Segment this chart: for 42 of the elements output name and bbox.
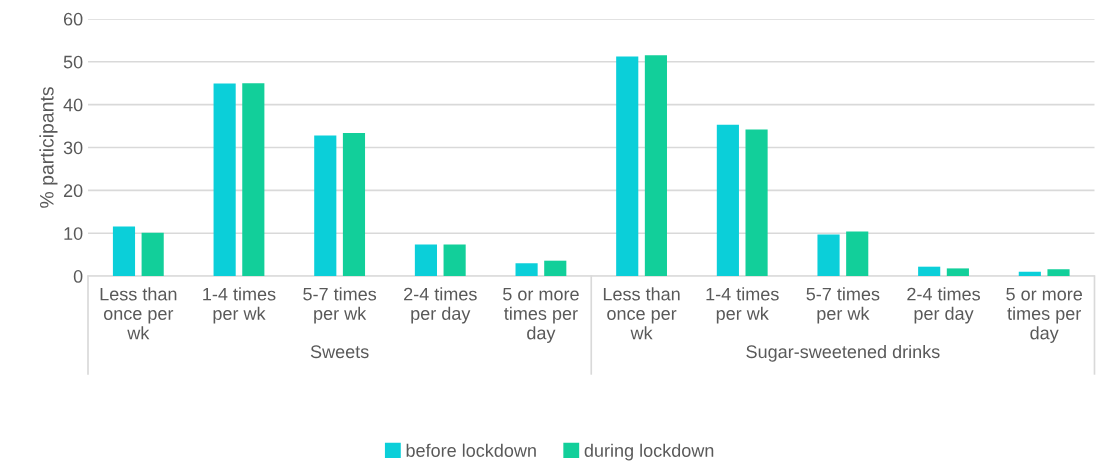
y-axis-title: % participants — [39, 87, 58, 208]
y-tick-label: 30 — [63, 141, 83, 155]
bar — [946, 268, 969, 277]
x-tick-label: 1-4 times per wk — [203, 287, 276, 324]
bar — [1047, 269, 1070, 277]
x-tick-label: 1-4 times per wk — [706, 287, 779, 324]
bar — [414, 244, 437, 277]
bar — [745, 129, 768, 277]
y-tick-label: 10 — [64, 227, 83, 240]
bar — [644, 55, 667, 277]
bar — [846, 231, 869, 277]
text: Sweets — [310, 345, 369, 359]
y-tick-label: 40 — [63, 98, 83, 112]
x-tick-label: 5-7 times per wk — [806, 287, 880, 324]
x-tick-label: 5 or more times per day — [1006, 287, 1083, 343]
x-tick-label: 5-7 times per wk — [303, 287, 377, 324]
bar — [716, 124, 739, 277]
bar — [314, 135, 337, 277]
x-tick-label: 5 or more times per day — [503, 287, 579, 343]
bar — [141, 232, 164, 277]
y-tick-label: 60 — [63, 12, 83, 26]
bar — [443, 244, 466, 277]
bar — [213, 83, 236, 277]
bar — [112, 226, 136, 277]
x-tick-label: Less than once per wk — [100, 287, 177, 340]
x-tick-label: 2-4 times per day — [404, 287, 477, 324]
bar — [918, 266, 941, 277]
legend-label: during lockdown — [584, 443, 714, 461]
bar — [242, 83, 265, 277]
bar — [1018, 271, 1041, 277]
y-tick-label: 0 — [73, 270, 83, 283]
bar — [342, 132, 366, 277]
x-tick-label: Less than once per wk — [603, 287, 680, 340]
bar — [616, 56, 639, 277]
y-tick-label: 20 — [63, 184, 83, 198]
bar — [515, 263, 538, 277]
bar — [817, 234, 840, 277]
x-tick-label: 2-4 times per day — [907, 287, 980, 324]
y-tick-label: 50 — [63, 55, 83, 69]
text: Sugar-sweetened drinks — [746, 344, 940, 362]
bar — [544, 260, 567, 277]
legend-label: before lockdown — [406, 443, 536, 457]
